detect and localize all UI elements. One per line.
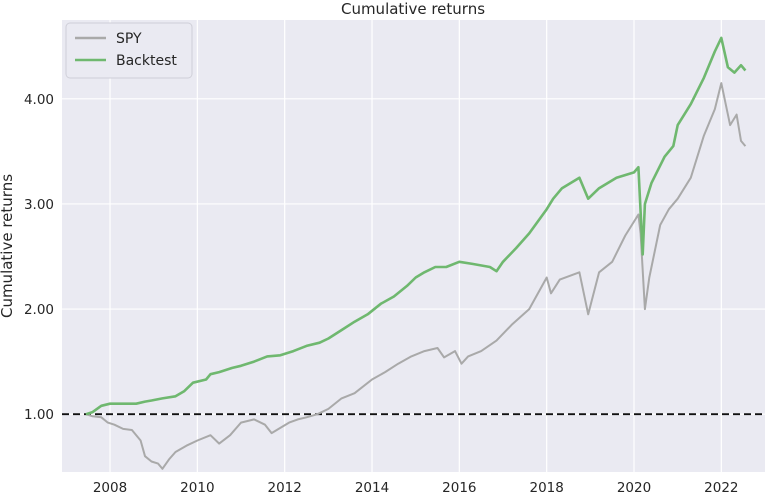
x-tick-label: 2012	[268, 480, 302, 496]
series-line-spy	[85, 82, 747, 470]
y-axis-label: Cumulative returns	[0, 174, 16, 318]
y-tick-label: 1.00	[24, 407, 54, 423]
y-tick-label: 2.00	[24, 302, 54, 318]
y-tick-label: 4.00	[24, 92, 54, 108]
x-tick-label: 2014	[355, 480, 389, 496]
legend: SPY Backtest	[65, 22, 193, 79]
series-line-backtest	[85, 36, 747, 416]
y-tick-label: 3.00	[24, 197, 54, 213]
x-tick-label: 2020	[617, 480, 651, 496]
x-tick-label: 2008	[93, 480, 127, 496]
x-tick-label: 2010	[180, 480, 214, 496]
x-tick-label: 2016	[442, 480, 476, 496]
x-tick-label: 2018	[529, 480, 563, 496]
legend-label-backtest: Backtest	[116, 53, 177, 69]
plot-area	[62, 20, 765, 472]
legend-label-spy: SPY	[116, 31, 142, 47]
chart-title: Cumulative returns	[341, 0, 485, 18]
x-tick-label: 2022	[704, 480, 738, 496]
series-lines	[85, 36, 747, 470]
x-axis-ticks: 2008 2010 2012 2014 2016 2018 2020 2022	[93, 480, 739, 496]
y-axis-ticks: 1.00 2.00 3.00 4.00	[24, 92, 54, 423]
